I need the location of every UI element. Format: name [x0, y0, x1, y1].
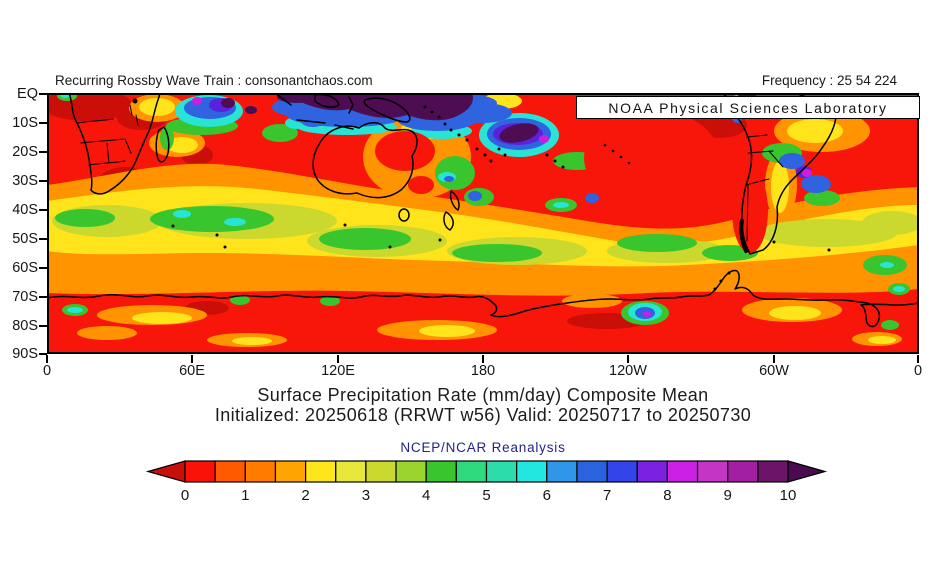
colorbar-cell	[425, 460, 457, 483]
colorbar-label: 8	[663, 487, 671, 504]
tasmania-outline	[398, 208, 410, 222]
australia-outline	[312, 122, 418, 199]
colorbar-arrow-right	[787, 460, 828, 483]
x-tick	[337, 355, 339, 363]
colorbar-cell	[757, 460, 789, 483]
colorbar-label: 10	[780, 487, 797, 504]
colorbar-label: 1	[241, 487, 249, 504]
colorbar-cell	[727, 460, 759, 483]
y-label: 80S	[12, 318, 38, 334]
madagascar-outline	[155, 126, 170, 163]
colorbar-arrow-left	[145, 460, 186, 483]
x-label: 120W	[609, 363, 647, 379]
colorbar-cell	[666, 460, 699, 483]
data-source-label: NCEP/NCAR Reanalysis	[400, 440, 566, 455]
plot-frame	[47, 93, 919, 354]
y-tick	[39, 267, 47, 269]
colorbar-label: 4	[422, 487, 430, 504]
colorbar-cell	[184, 460, 216, 483]
colorbar-cell	[636, 460, 668, 483]
antarctica-coastline	[46, 269, 920, 328]
y-label: 40S	[12, 202, 38, 218]
y-label: 70S	[12, 289, 38, 305]
y-tick	[39, 151, 47, 153]
x-tick	[46, 355, 48, 363]
noaa-psl-banner-text: NOAA Physical Sciences Laboratory	[608, 99, 888, 116]
coastlines	[46, 92, 920, 328]
y-tick	[39, 180, 47, 182]
x-tick	[917, 355, 919, 363]
colorbar-label: 7	[603, 487, 611, 504]
x-label: 60E	[179, 363, 205, 379]
y-tick	[39, 209, 47, 211]
x-tick	[773, 355, 775, 363]
y-label: EQ	[17, 86, 38, 102]
precipitation-field	[42, 89, 922, 354]
colorbar-cell	[214, 460, 246, 483]
y-tick	[39, 296, 47, 298]
y-label: 10S	[12, 115, 38, 131]
x-tick	[191, 355, 193, 363]
colorbar-cell	[244, 460, 277, 483]
south-america-outline	[722, 92, 837, 255]
x-label: 60W	[759, 363, 789, 379]
colorbar-cell	[305, 460, 337, 483]
colorbar-cell	[576, 460, 608, 483]
x-label: 120E	[321, 363, 355, 379]
colorbar-cell	[696, 460, 729, 483]
x-tick	[627, 355, 629, 363]
colorbar-label: 9	[724, 487, 732, 504]
map-plot	[42, 89, 922, 354]
colorbar-cell	[365, 460, 397, 483]
new-zealand-outline	[443, 190, 460, 231]
y-label: 90S	[12, 346, 38, 362]
colorbar-svg: 0 1 2 3 4 5 6 7 8 9 10	[145, 460, 828, 504]
noaa-psl-banner: NOAA Physical Sciences Laboratory	[576, 96, 920, 119]
plot-title: Surface Precipitation Rate (mm/day) Comp…	[257, 385, 709, 405]
x-tick	[482, 355, 484, 363]
magenta-accents	[192, 97, 812, 317]
colorbar-label: 0	[181, 487, 189, 504]
colorbar-cell	[395, 460, 427, 483]
y-tick	[39, 93, 47, 95]
colorbar-cell	[335, 460, 367, 483]
africa-outline	[68, 92, 161, 195]
y-label: 60S	[12, 260, 38, 276]
x-label: 0	[42, 363, 52, 379]
colorbar-cell	[455, 460, 488, 483]
x-label: 0	[913, 363, 923, 379]
colorbar-label: 2	[301, 487, 309, 504]
y-tick	[39, 325, 47, 327]
colorbar-cell	[485, 460, 518, 483]
plot-header-left: Recurring Rossby Wave Train : consonantc…	[55, 73, 373, 88]
colorbar-cell	[606, 460, 638, 483]
y-label: 50S	[12, 231, 38, 247]
colorbar-cell	[516, 460, 548, 483]
x-label: 180	[470, 363, 496, 379]
colorbar-label: 6	[543, 487, 551, 504]
y-label: 20S	[12, 144, 38, 160]
y-tick	[39, 122, 47, 124]
colorbar-label: 3	[362, 487, 370, 504]
colorbar-labels: 0 1 2 3 4 5 6 7 8 9 10	[181, 487, 797, 504]
y-tick	[39, 353, 47, 355]
island-dots	[132, 98, 831, 291]
colorbar: 0 1 2 3 4 5 6 7 8 9 10	[140, 458, 830, 511]
frequency-label: Frequency : 25 54 224	[761, 73, 897, 88]
new-guinea-outline	[363, 97, 411, 123]
plot-title-block: Surface Precipitation Rate (mm/day) Comp…	[47, 385, 919, 425]
dry-red-cores	[375, 110, 768, 253]
y-tick	[39, 238, 47, 240]
colorbar-cell	[546, 460, 578, 483]
colorbar-cell	[274, 460, 307, 483]
patagonia-icefield	[739, 219, 748, 253]
y-label: 30S	[12, 173, 38, 189]
plot-subtitle: Initialized: 20250618 (RRWT w56) Valid: …	[214, 404, 752, 425]
colorbar-label: 5	[482, 487, 490, 504]
